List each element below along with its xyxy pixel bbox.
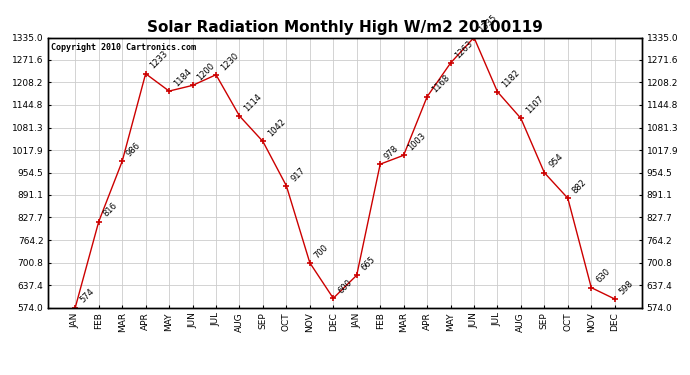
Text: 600: 600: [336, 278, 354, 296]
Text: 1107: 1107: [524, 94, 545, 116]
Text: 882: 882: [571, 178, 589, 195]
Text: 1263: 1263: [453, 39, 475, 60]
Text: 665: 665: [359, 255, 377, 272]
Text: 630: 630: [594, 267, 612, 285]
Text: 1042: 1042: [266, 117, 287, 139]
Text: 1168: 1168: [430, 73, 451, 94]
Text: 1230: 1230: [219, 51, 240, 72]
Text: 1335: 1335: [477, 13, 498, 35]
Text: 1233: 1233: [148, 50, 170, 71]
Text: 1200: 1200: [195, 62, 217, 82]
Title: Solar Radiation Monthly High W/m2 20100119: Solar Radiation Monthly High W/m2 201001…: [147, 20, 543, 35]
Text: 574: 574: [78, 287, 96, 305]
Text: 1184: 1184: [172, 67, 193, 88]
Text: 816: 816: [101, 201, 119, 219]
Text: 1003: 1003: [406, 131, 428, 153]
Text: 954: 954: [547, 152, 564, 170]
Text: 598: 598: [618, 279, 635, 296]
Text: 1182: 1182: [500, 68, 522, 89]
Text: 978: 978: [383, 144, 401, 161]
Text: Copyright 2010 Cartronics.com: Copyright 2010 Cartronics.com: [51, 43, 196, 52]
Text: 986: 986: [125, 141, 143, 159]
Text: 1114: 1114: [242, 92, 264, 113]
Text: 917: 917: [289, 165, 307, 183]
Text: 700: 700: [313, 242, 331, 260]
